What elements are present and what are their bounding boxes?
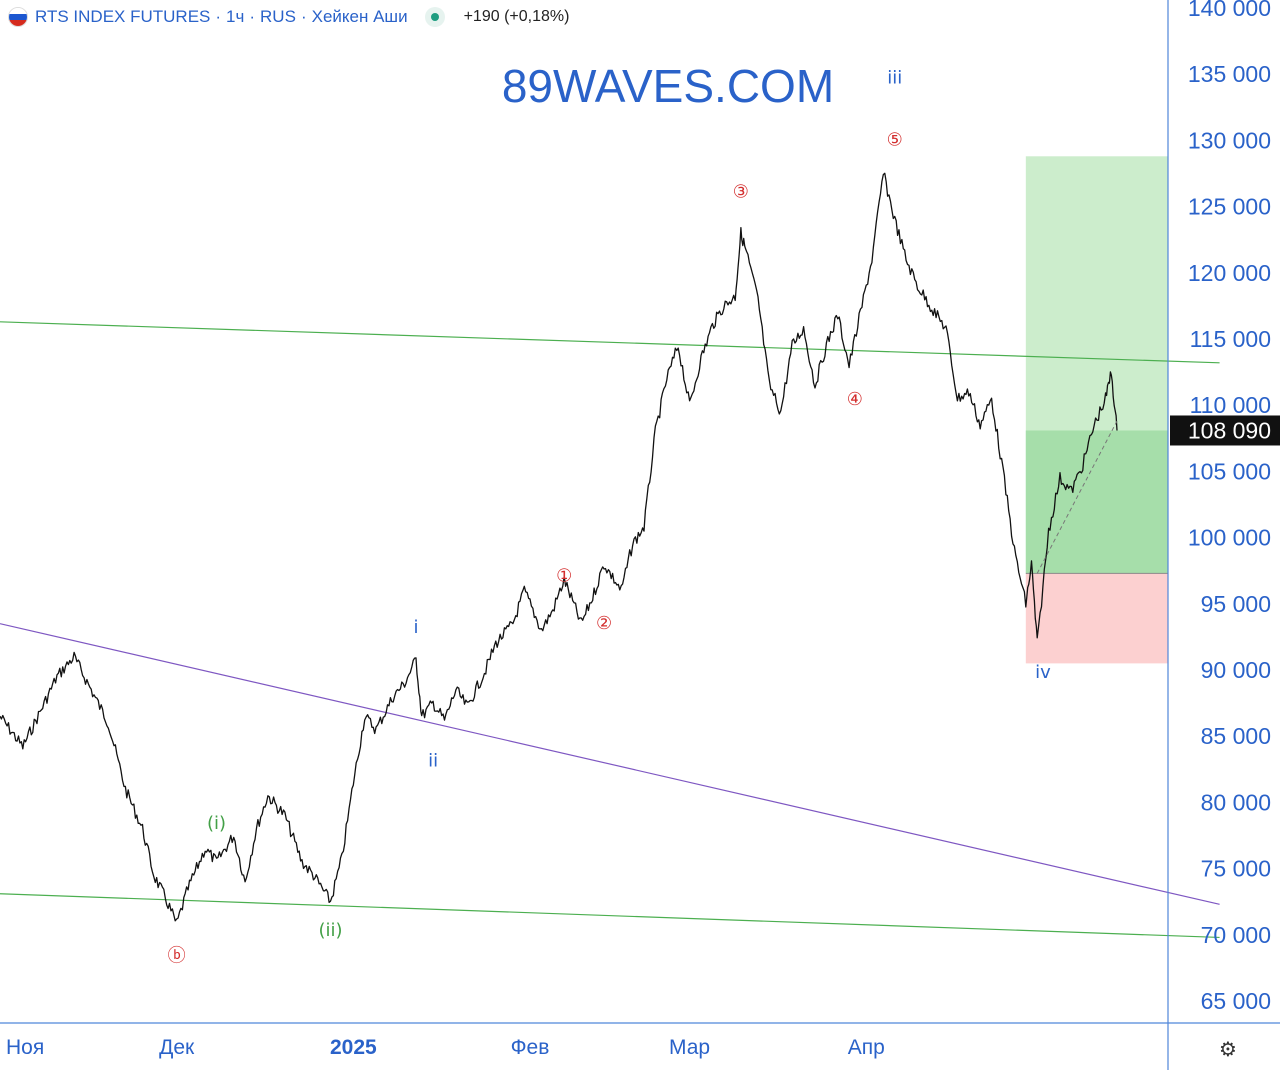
- y-tick-label: 85 000: [1201, 723, 1271, 749]
- profit-zone-filled: [1025, 430, 1168, 574]
- wave-label: iii: [887, 67, 902, 88]
- wave-label: ii: [428, 751, 438, 772]
- wave-label: ④: [847, 389, 863, 410]
- x-tick-label: 2025: [330, 1036, 377, 1059]
- x-tick-label: Апр: [848, 1036, 885, 1059]
- symbol-header[interactable]: RTS INDEX FUTURES · 1ч · RUS · Хейкен Аш…: [8, 5, 569, 29]
- x-tick-label: Дек: [159, 1036, 195, 1059]
- price-series[interactable]: [0, 172, 1118, 922]
- x-tick-label: Фев: [511, 1036, 550, 1059]
- wave-label: ③: [733, 181, 749, 202]
- wave-label: iv: [1035, 662, 1051, 683]
- wave-label: ①: [556, 565, 572, 586]
- y-tick-label: 65 000: [1201, 988, 1271, 1014]
- trendline-green-0[interactable]: [0, 321, 1220, 364]
- interval-label[interactable]: 1ч: [226, 7, 245, 26]
- y-tick-label: 130 000: [1188, 127, 1271, 153]
- market-status-icon: [424, 7, 445, 27]
- watermark-text: 89WAVES.COM: [502, 60, 834, 112]
- current-price-label: 108 090: [1188, 417, 1271, 443]
- y-tick-label: 100 000: [1188, 525, 1271, 551]
- trendline-green-1[interactable]: [0, 893, 1220, 939]
- y-tick-label: 125 000: [1188, 194, 1271, 220]
- separator-dot: ·: [249, 7, 256, 26]
- projection-dashed-line: [1036, 420, 1118, 574]
- separator-dot: ·: [215, 7, 222, 26]
- trendline-purple-2[interactable]: [0, 623, 1220, 905]
- wave-label: i: [414, 617, 419, 638]
- wave-label: (ii): [319, 920, 343, 941]
- y-tick-label: 90 000: [1201, 657, 1271, 683]
- y-tick-label: 120 000: [1188, 260, 1271, 286]
- symbol-name[interactable]: RTS INDEX FUTURES: [35, 7, 211, 26]
- y-tick-label: 135 000: [1188, 61, 1271, 87]
- x-tick-label: Ноя: [6, 1036, 44, 1059]
- y-tick-label: 80 000: [1201, 789, 1271, 815]
- loss-zone[interactable]: [1025, 573, 1168, 664]
- price-change: +190 (+0,18%): [463, 8, 570, 25]
- settings-gear-icon[interactable]: ⚙: [1219, 1037, 1237, 1061]
- russia-flag-icon: [8, 7, 28, 27]
- wave-label: (i): [207, 813, 226, 834]
- wave-label: ⑤: [887, 130, 903, 151]
- y-tick-label: 110 000: [1190, 392, 1271, 418]
- y-tick-label: 140 000: [1188, 0, 1271, 21]
- y-tick-label: 105 000: [1188, 458, 1271, 484]
- y-tick-label: 115 000: [1190, 326, 1271, 352]
- y-tick-label: 70 000: [1201, 922, 1271, 948]
- x-tick-label: Мар: [669, 1036, 710, 1059]
- exchange-label: RUS: [260, 7, 296, 26]
- y-tick-label: 95 000: [1201, 591, 1271, 617]
- current-price-tag: [1170, 415, 1280, 446]
- wave-label: ⓑ: [168, 945, 186, 966]
- separator-dot: ·: [300, 7, 307, 26]
- y-tick-label: 75 000: [1201, 856, 1271, 882]
- chart-style-label[interactable]: Хейкен Аши: [311, 7, 408, 26]
- wave-label: ②: [596, 613, 612, 634]
